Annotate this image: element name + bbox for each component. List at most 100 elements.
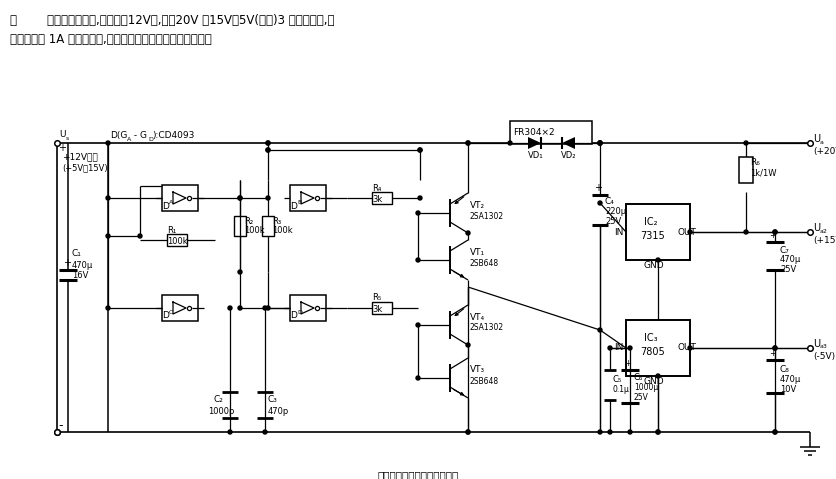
Text: R₅: R₅ [371,294,380,303]
Text: ):CD4093: ):CD4093 [152,130,194,139]
Text: 100k: 100k [244,226,264,235]
Circle shape [466,141,470,145]
Circle shape [227,430,232,434]
Circle shape [772,230,776,234]
Text: 2SA1302: 2SA1302 [470,323,503,332]
Bar [162,185,198,211]
Circle shape [237,196,242,200]
Text: a2: a2 [819,228,827,233]
Text: VT₃: VT₃ [470,365,485,375]
Text: 16V: 16V [72,272,89,281]
Circle shape [466,343,470,347]
Text: 470μ: 470μ [779,255,800,264]
Text: - G: - G [131,130,147,139]
Text: a3: a3 [819,344,827,350]
Text: 1000p: 1000p [208,407,234,415]
Text: 2SA1302: 2SA1302 [470,212,503,220]
Text: 0.1μ: 0.1μ [612,386,630,395]
Polygon shape [301,302,314,314]
Text: VT₁: VT₁ [470,248,485,256]
Circle shape [237,196,242,200]
Text: U: U [59,129,65,138]
Circle shape [237,306,242,310]
Circle shape [597,141,601,145]
Text: +: + [768,230,775,240]
Circle shape [687,346,691,350]
Text: R₄: R₄ [371,183,381,193]
Text: C₅: C₅ [612,376,621,385]
Text: 7315: 7315 [640,231,664,241]
Circle shape [415,323,420,327]
Bar [162,295,198,321]
Bar [234,216,246,236]
Bar [167,234,186,246]
Text: R₆: R₆ [749,158,759,167]
Text: D: D [162,202,169,210]
Text: C: C [169,309,173,315]
Circle shape [655,374,660,378]
Text: +: + [58,143,66,153]
Text: (-5V): (-5V) [812,352,834,361]
Circle shape [687,230,691,234]
Circle shape [743,230,747,234]
Text: A: A [127,137,131,141]
Bar [371,302,391,314]
Circle shape [627,346,631,350]
Text: OUT: OUT [677,343,696,353]
Circle shape [266,306,270,310]
Circle shape [597,430,601,434]
Text: +: + [63,258,71,268]
Bar [738,157,752,183]
Text: 25V: 25V [633,394,648,402]
Text: GND: GND [643,376,664,386]
Circle shape [597,141,601,145]
Text: U: U [812,339,819,349]
Circle shape [607,346,611,350]
Text: +: + [768,349,775,357]
Text: FR304×2: FR304×2 [512,127,554,137]
Circle shape [772,230,776,234]
Text: (+20V): (+20V) [812,147,836,156]
Text: R₃: R₃ [272,217,281,226]
Polygon shape [173,192,186,204]
Text: C₆: C₆ [633,374,643,383]
Text: 25V: 25V [779,265,795,274]
Text: C₁: C₁ [72,250,82,259]
Circle shape [266,141,270,145]
Bar [371,192,391,204]
Circle shape [507,141,512,145]
Circle shape [655,430,660,434]
Text: 100k: 100k [272,226,293,235]
Circle shape [227,306,232,310]
Text: U: U [812,134,819,144]
Circle shape [266,196,270,200]
Circle shape [655,258,660,262]
Bar [625,320,689,376]
Text: D: D [162,311,169,320]
Text: A: A [169,199,173,205]
Circle shape [415,376,420,380]
Text: B: B [297,199,301,205]
Circle shape [266,141,270,145]
Text: 3k: 3k [371,305,382,313]
Circle shape [466,141,470,145]
Text: R₂: R₂ [244,217,252,226]
Circle shape [138,234,142,238]
Circle shape [417,148,421,152]
Circle shape [466,430,470,434]
Text: D(G: D(G [110,130,127,139]
Text: 2SB648: 2SB648 [470,376,498,386]
Circle shape [106,196,110,200]
Text: C₂: C₂ [214,396,223,404]
Circle shape [417,148,421,152]
Polygon shape [561,137,574,149]
Circle shape [772,430,776,434]
Text: +: + [594,183,601,193]
Bar [289,185,325,211]
Text: C₈: C₈ [779,365,789,375]
Bar [509,121,591,144]
Text: VD₂: VD₂ [560,150,576,160]
Text: D: D [297,309,302,315]
Text: C₄: C₄ [604,196,614,205]
Circle shape [597,328,601,332]
